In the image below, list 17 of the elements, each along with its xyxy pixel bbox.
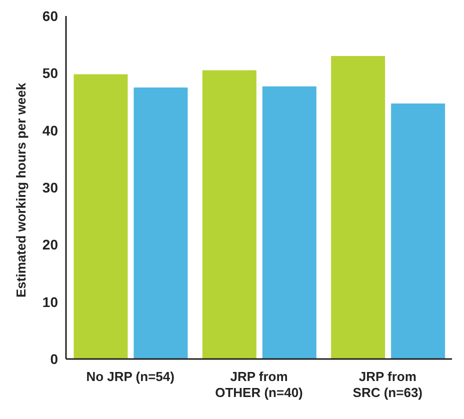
y-tick-label: 30: [42, 179, 58, 196]
y-tick-label: 20: [42, 236, 58, 253]
bar: [262, 86, 316, 359]
bar: [74, 74, 128, 359]
y-tick-label: 60: [42, 8, 58, 24]
x-tick-label: No JRP (n=54): [86, 369, 174, 384]
y-axis-title: Estimated working hours per week: [14, 82, 29, 298]
y-tick-label: 0: [50, 350, 58, 367]
y-tick-label: 40: [42, 122, 58, 138]
y-tick-label: 10: [42, 294, 58, 310]
bar: [331, 56, 386, 359]
x-tick-label: JRP from OTHER (n=40): [215, 369, 303, 400]
bar: [391, 103, 446, 359]
x-tick-label: JRP from SRC (n=63): [352, 369, 423, 400]
bar: [202, 70, 256, 359]
bar: [134, 87, 188, 359]
y-tick-label: 50: [42, 65, 58, 82]
